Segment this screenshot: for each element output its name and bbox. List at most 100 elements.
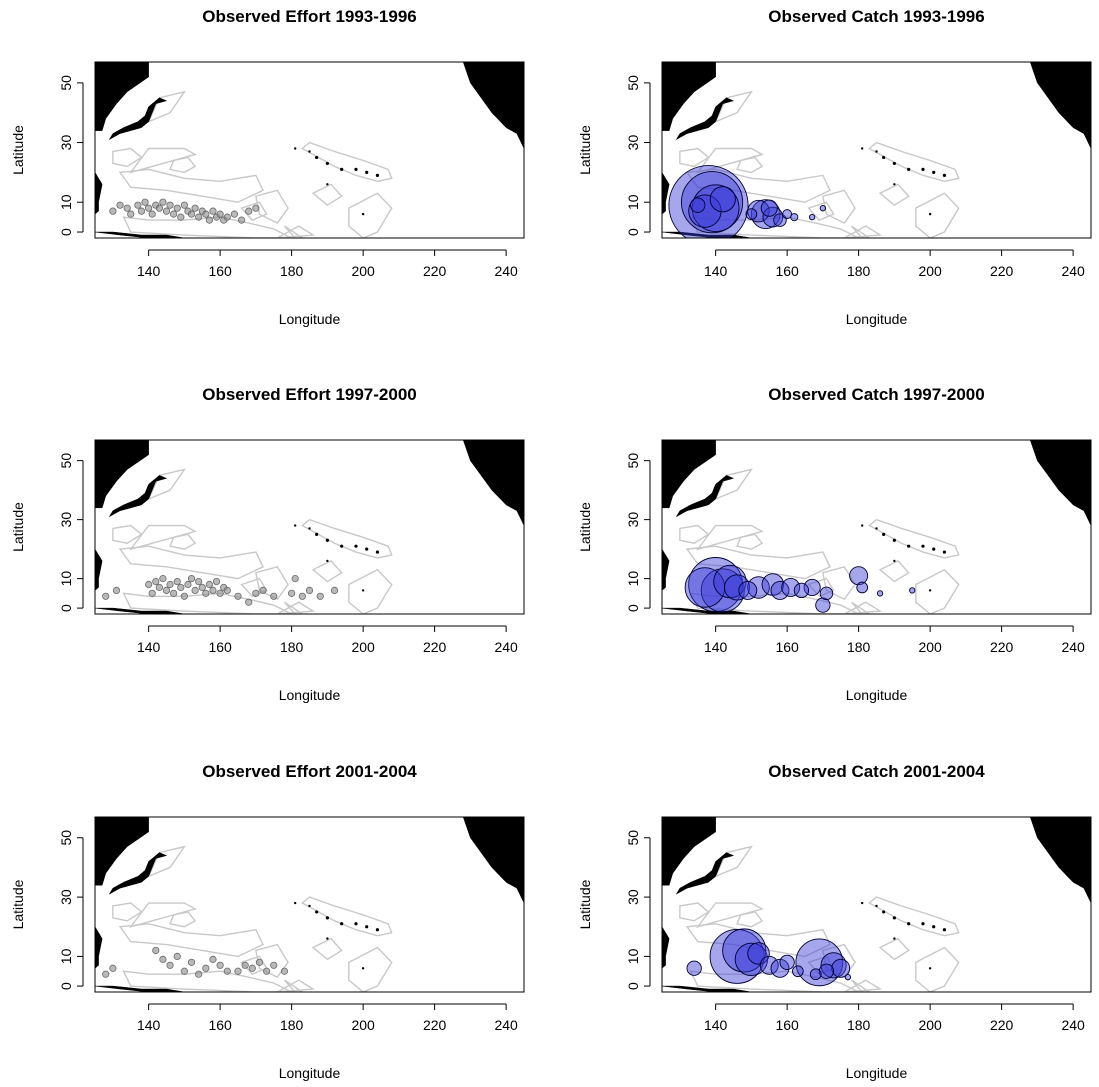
x-tick-label: 200 [351, 639, 375, 655]
plot-frame [661, 816, 1092, 993]
y-axis-label: Latitude [10, 879, 26, 929]
x-tick-label: 160 [775, 639, 799, 655]
catch-bubble [722, 928, 767, 973]
eez-outline [283, 601, 304, 614]
eez-outline [169, 533, 197, 550]
eez-outline [311, 183, 343, 207]
eez-outline [695, 147, 764, 174]
effort-point [112, 586, 121, 595]
catch-bubble [747, 576, 770, 599]
catch-bubble [762, 206, 784, 228]
effort-point [262, 967, 271, 975]
effort-point [159, 575, 167, 583]
island [932, 547, 936, 551]
catch-bubble [681, 171, 744, 234]
island [375, 928, 380, 932]
land-mass [108, 97, 168, 141]
catch-bubble [770, 958, 790, 978]
effort-point [148, 589, 156, 597]
effort-point [195, 577, 203, 586]
effort-point [173, 952, 181, 961]
island [907, 544, 911, 548]
map-panel: Observed Catch 1993-1996 140 160 180 200 220 2… [577, 7, 1092, 327]
map-panel: Observed Catch 2001-2004 140 160 180 200 220 2… [577, 762, 1092, 1081]
catch-bubble [819, 205, 827, 212]
island [375, 173, 380, 177]
land-mass [1029, 62, 1091, 149]
land-mass [95, 440, 149, 509]
y-tick-label: 10 [58, 571, 74, 587]
effort-point [195, 213, 203, 221]
eez-outline [843, 601, 883, 614]
catch-bubble [795, 938, 844, 987]
island [921, 544, 925, 548]
y-tick-label: 10 [625, 571, 641, 587]
plot-frame [661, 61, 1092, 239]
eez-outline [843, 979, 883, 992]
effort-point [237, 216, 246, 224]
eez-outline [714, 845, 753, 878]
eez-outline [276, 225, 316, 238]
catch-bubble [793, 582, 810, 599]
catch-bubble [709, 186, 736, 213]
effort-point [145, 204, 153, 212]
land-mass [95, 231, 185, 238]
effort-point [162, 207, 171, 215]
effort-point [198, 583, 206, 592]
catch-bubble [668, 165, 749, 238]
eez-outline [112, 524, 143, 544]
y-tick-label: 0 [625, 228, 641, 236]
panel-title: Observed Catch 2001-2004 [768, 762, 985, 781]
x-axis-label: Longitude [279, 1065, 341, 1081]
eez-outline [128, 524, 197, 551]
catch-bubble [724, 574, 751, 601]
land-mass [95, 607, 185, 614]
island [882, 910, 886, 914]
eez-outline [679, 902, 710, 922]
map-area [95, 440, 524, 614]
effort-point [223, 586, 231, 595]
effort-point [291, 575, 299, 583]
effort-point [173, 204, 181, 212]
island [315, 532, 319, 536]
y-tick-label: 10 [625, 948, 641, 964]
y-tick-label: 30 [58, 512, 74, 528]
land-mass [1029, 440, 1091, 526]
land-mass [675, 475, 735, 518]
land-mass [662, 926, 670, 969]
land-mass [95, 985, 185, 992]
effort-point [187, 958, 196, 966]
land-mass [95, 171, 103, 215]
x-tick-label: 240 [494, 263, 518, 279]
effort-point [288, 589, 296, 597]
catch-bubble [759, 955, 779, 975]
catch-bubble [876, 590, 884, 597]
effort-point [230, 210, 239, 218]
catch-bubble [781, 578, 801, 597]
catch-bubble [770, 580, 790, 600]
catch-bubble [779, 954, 795, 970]
eez-outline [255, 189, 289, 224]
island [308, 150, 311, 153]
catch-bubble [700, 568, 745, 613]
eez-outline [147, 90, 186, 123]
catch-bubble [815, 597, 831, 613]
eez-outline [695, 902, 764, 928]
y-tick-label: 50 [625, 453, 641, 469]
island [308, 904, 311, 908]
island [294, 524, 297, 527]
island [361, 967, 365, 970]
catch-bubble [686, 960, 702, 976]
effort-point [195, 970, 203, 978]
effort-point [184, 580, 192, 589]
effort-point [255, 958, 264, 966]
island [365, 547, 369, 551]
effort-point [270, 592, 278, 600]
eez-outline [128, 902, 197, 928]
y-tick-label: 10 [58, 194, 74, 210]
eez-outline [689, 216, 859, 238]
eez-outline [112, 902, 143, 922]
y-tick-label: 0 [58, 228, 74, 236]
y-tick-label: 0 [625, 604, 641, 612]
island [893, 559, 896, 563]
